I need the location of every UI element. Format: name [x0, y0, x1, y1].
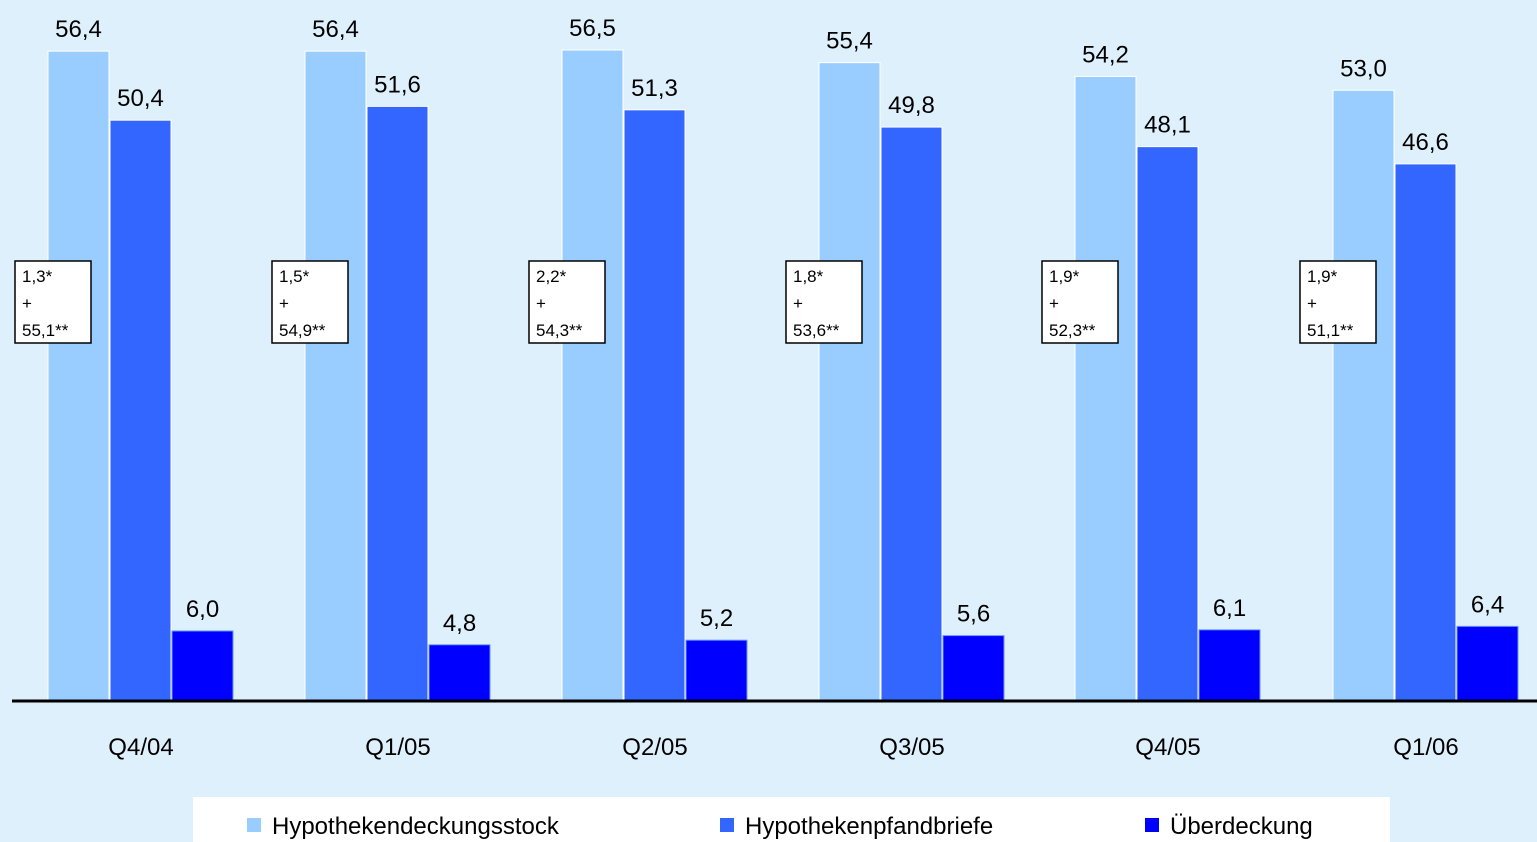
bar-1-2 — [304, 50, 367, 701]
legend-box — [193, 797, 1390, 842]
legend-swatch-1 — [247, 818, 261, 832]
annotation-line-1-2: + — [22, 294, 32, 313]
value-label-3-2: 4,8 — [443, 610, 476, 637]
x-tick-label-4: Q3/05 — [879, 734, 944, 761]
annotation-line-2-2: + — [279, 294, 289, 313]
annotation-line-3-3: 54,3** — [536, 321, 583, 340]
annotations-group: 1,3* +55,1** 1,5* +54,9** 2,2* +54,3** 1,8* +53… — [14, 260, 1377, 344]
bar-2-6 — [1394, 163, 1457, 701]
value-label-3-5: 6,1 — [1213, 595, 1246, 622]
bar-2-4 — [880, 126, 943, 701]
annotation-line-5-3: 52,3** — [1049, 321, 1096, 340]
bar-3-1 — [171, 630, 234, 701]
annotation-line-4-3: 53,6** — [793, 321, 840, 340]
bars-group — [47, 49, 1519, 701]
bar-3-3 — [685, 639, 748, 701]
legend: Hypothekendeckungsstock Hypothekenpfandbr… — [247, 813, 1313, 840]
value-label-1-2: 56,4 — [312, 16, 359, 43]
x-tick-labels-group: Q4/04 Q1/05 Q2/05 Q3/05 Q4/05 Q1/06 — [108, 734, 1458, 761]
bar-1-3 — [561, 49, 624, 701]
bar-3-5 — [1198, 629, 1261, 701]
value-label-2-2: 51,6 — [374, 71, 421, 98]
annotation-line-1-1: 1,3* — [22, 267, 53, 286]
annotation-box-3 — [528, 260, 606, 344]
x-tick-label-1: Q4/04 — [108, 734, 173, 761]
bar-3-2 — [428, 644, 491, 701]
bar-1-4 — [818, 62, 881, 701]
legend-swatch-2 — [720, 818, 734, 832]
annotation-box-2 — [271, 260, 349, 344]
bar-1-1 — [47, 50, 110, 701]
annotation-box-1 — [14, 260, 92, 344]
value-label-2-5: 48,1 — [1144, 112, 1191, 139]
annotation-line-5-2: + — [1049, 294, 1059, 313]
value-label-2-6: 46,6 — [1402, 129, 1449, 156]
bar-2-3 — [623, 109, 686, 701]
legend-label-1: Hypothekendeckungsstock — [272, 813, 560, 840]
x-tick-label-3: Q2/05 — [622, 734, 687, 761]
bar-1-5 — [1074, 75, 1137, 701]
annotation-line-2-3: 54,9** — [279, 321, 326, 340]
annotation-box-5 — [1041, 260, 1119, 344]
x-tick-label-5: Q4/05 — [1135, 734, 1200, 761]
annotation-box-6 — [1299, 260, 1377, 344]
annotation-line-5-1: 1,9* — [1049, 267, 1080, 286]
value-label-1-5: 54,2 — [1082, 41, 1129, 68]
value-label-3-6: 6,4 — [1471, 591, 1504, 618]
annotation-box-4 — [785, 260, 863, 344]
value-label-2-4: 49,8 — [888, 92, 935, 119]
annotation-line-6-2: + — [1307, 294, 1317, 313]
annotation-line-2-1: 1,5* — [279, 267, 310, 286]
value-label-1-6: 53,0 — [1340, 55, 1387, 82]
value-label-2-3: 51,3 — [631, 75, 678, 102]
value-label-1-1: 56,4 — [55, 16, 102, 43]
annotation-line-6-3: 51,1** — [1307, 321, 1354, 340]
value-labels-group: 56,4 50,4 6,0 56,4 51,6 4,8 56,5 51,3 5,2 55,4 49,… — [55, 15, 1504, 637]
x-tick-label-2: Q1/05 — [365, 734, 430, 761]
value-label-1-3: 56,5 — [569, 15, 616, 42]
annotation-line-4-2: + — [793, 294, 803, 313]
bar-3-4 — [942, 635, 1005, 701]
legend-label-3: Überdeckung — [1170, 813, 1313, 840]
annotation-line-3-2: + — [536, 294, 546, 313]
value-label-3-1: 6,0 — [186, 596, 219, 623]
annotation-line-1-3: 55,1** — [22, 321, 69, 340]
value-label-3-3: 5,2 — [700, 605, 733, 632]
value-label-3-4: 5,6 — [957, 601, 990, 628]
annotation-line-3-1: 2,2* — [536, 267, 567, 286]
value-label-1-4: 55,4 — [826, 28, 873, 55]
bar-1-6 — [1332, 89, 1395, 701]
legend-label-2: Hypothekenpfandbriefe — [745, 813, 993, 840]
bar-3-6 — [1456, 625, 1519, 701]
value-label-2-1: 50,4 — [117, 85, 164, 112]
annotation-line-4-1: 1,8* — [793, 267, 824, 286]
bar-2-5 — [1136, 146, 1199, 701]
annotation-line-6-1: 1,9* — [1307, 267, 1338, 286]
x-tick-label-6: Q1/06 — [1393, 734, 1458, 761]
bar-2-2 — [366, 105, 429, 701]
legend-swatch-3 — [1145, 818, 1159, 832]
bar-2-1 — [109, 119, 172, 701]
